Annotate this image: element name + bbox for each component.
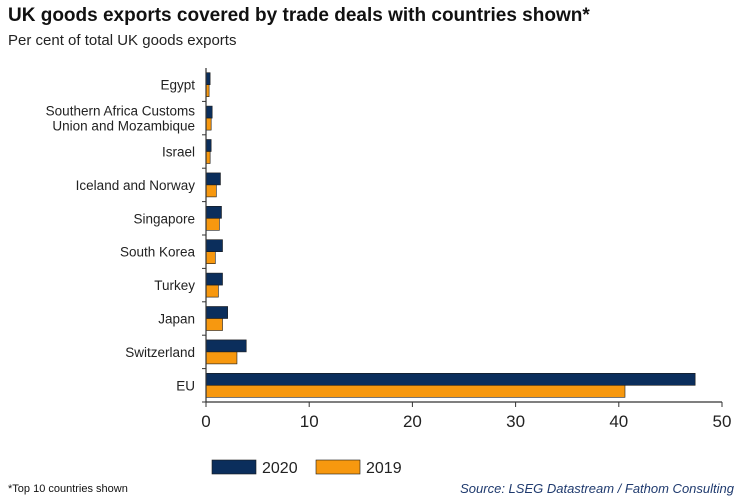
bar-2019-7 bbox=[205, 318, 223, 331]
category-label-3: Iceland and Norway bbox=[76, 178, 196, 193]
category-label-7: Japan bbox=[158, 312, 195, 327]
x-tick-label-3: 30 bbox=[506, 412, 525, 431]
bar-2020-4 bbox=[205, 206, 222, 219]
legend-swatch-2020 bbox=[211, 459, 257, 475]
bar-2020-0 bbox=[205, 72, 211, 85]
bar-2020-3 bbox=[205, 172, 221, 186]
bar-2020-7 bbox=[205, 306, 228, 319]
category-label-9: EU bbox=[176, 378, 195, 393]
x-tick-label-2: 20 bbox=[403, 412, 422, 431]
bar-2020-1 bbox=[205, 105, 213, 119]
x-tick-label-4: 40 bbox=[609, 412, 628, 431]
x-tick-label-0: 0 bbox=[201, 412, 210, 431]
bar-2019-1 bbox=[205, 117, 212, 131]
bar-2019-9 bbox=[205, 384, 626, 398]
category-label-1-1: Union and Mozambique bbox=[52, 119, 195, 134]
category-label-2: Israel bbox=[162, 145, 195, 160]
source-note: Source: LSEG Datastream / Fathom Consult… bbox=[460, 481, 734, 496]
bar-2019-3 bbox=[205, 184, 217, 198]
category-label-5: South Korea bbox=[120, 245, 196, 260]
category-label-1-0: Southern Africa Customs bbox=[46, 104, 196, 119]
legend-swatch-2019 bbox=[315, 459, 361, 475]
bar-2020-8 bbox=[205, 339, 247, 353]
bar-2020-2 bbox=[205, 139, 212, 152]
legend-label-2020: 2020 bbox=[262, 460, 298, 477]
bar-2020-9 bbox=[205, 372, 696, 386]
bar-2020-6 bbox=[205, 272, 223, 286]
bar-2019-8 bbox=[205, 351, 238, 365]
chart-subtitle: Per cent of total UK goods exports bbox=[8, 32, 237, 49]
bar-2019-5 bbox=[205, 251, 216, 264]
category-label-0: Egypt bbox=[160, 78, 195, 93]
bar-2019-2 bbox=[205, 151, 211, 164]
x-tick-label-5: 50 bbox=[713, 412, 732, 431]
legend-label-2019: 2019 bbox=[366, 460, 402, 477]
chart-title: UK goods exports covered by trade deals … bbox=[8, 5, 590, 26]
category-label-4: Singapore bbox=[133, 211, 195, 226]
category-label-8: Switzerland bbox=[125, 345, 195, 360]
category-label-6: Turkey bbox=[154, 278, 195, 293]
bar-2019-6 bbox=[205, 284, 219, 298]
bar-2019-4 bbox=[205, 218, 220, 231]
x-tick-label-1: 10 bbox=[300, 412, 319, 431]
footnote: *Top 10 countries shown bbox=[8, 483, 128, 495]
bar-2020-5 bbox=[205, 239, 223, 252]
